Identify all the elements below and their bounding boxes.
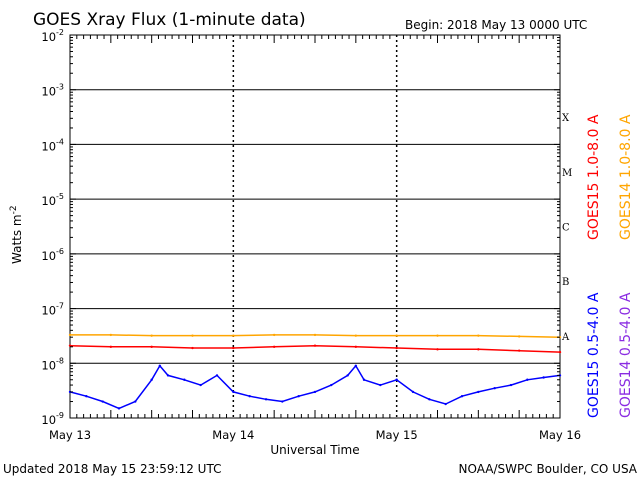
data-point [281, 400, 284, 403]
data-point [166, 374, 170, 377]
data-point [272, 345, 276, 349]
data-point [330, 383, 333, 387]
legend-item: GOES14 1.0-8.0 A [618, 114, 634, 240]
data-point [509, 383, 513, 387]
x-tick-label: May 14 [212, 428, 254, 442]
legend: GOES15 1.0-8.0 A GOES14 1.0-8.0 A GOES15 0… [586, 114, 634, 418]
data-point [313, 344, 317, 347]
data-point [68, 344, 72, 347]
data-point [68, 333, 72, 337]
y-tick-label: 10-8 [41, 356, 64, 372]
data-point [477, 390, 480, 394]
data-point [199, 383, 202, 387]
data-point [297, 395, 300, 398]
data-point [191, 346, 194, 350]
begin-label: Begin: 2018 May 13 0000 UTC [405, 18, 587, 32]
flare-class-label: A [561, 332, 570, 343]
data-point [542, 376, 545, 379]
data-point [191, 334, 194, 337]
data-point [150, 345, 153, 349]
data-point [411, 390, 415, 394]
data-point [158, 364, 162, 367]
data-point [526, 378, 529, 381]
flare-class-label: X [562, 113, 570, 124]
data-point [493, 387, 496, 390]
data-point [354, 364, 358, 367]
series-line-2 [69, 364, 561, 410]
data-point [313, 390, 317, 394]
y-tick-label: 10-5 [41, 192, 64, 208]
data-point [395, 346, 398, 350]
data-point [436, 334, 439, 337]
data-point [517, 335, 521, 338]
y-tick-label: 10-4 [41, 137, 64, 153]
credit-label: NOAA/SWPC Boulder, CO USA [459, 462, 638, 476]
chart-title: GOES Xray Flux (1-minute data) [33, 10, 306, 30]
data-point [109, 345, 113, 349]
data-point [232, 346, 235, 350]
plot-frame [69, 34, 561, 419]
data-point [248, 395, 251, 398]
y-axis: 10-2 10-3 10-4 10-5 10-6 10-7 10-8 10-9 [41, 28, 560, 427]
flare-class-label: B [562, 277, 569, 288]
data-point [264, 398, 268, 401]
data-point [395, 334, 398, 337]
data-point [436, 348, 439, 351]
y-axis-label: Watts m-2 [9, 205, 24, 264]
data-point [477, 348, 480, 351]
y-tick-label: 10-7 [41, 302, 64, 318]
y-tick-label: 10-3 [41, 83, 64, 99]
data-point [379, 383, 382, 387]
flare-class-label: M [562, 168, 572, 179]
updated-label: Updated 2018 May 15 23:59:12 UTC [3, 462, 221, 476]
flare-class-label: C [562, 223, 570, 234]
data-point [428, 398, 431, 401]
data-point [150, 378, 153, 381]
data-point [215, 374, 219, 377]
x-tick-label: May 16 [539, 428, 581, 442]
data-point [354, 334, 358, 337]
data-point [272, 333, 276, 337]
x-tick-label: May 13 [49, 428, 91, 442]
data-point [558, 350, 562, 354]
data-point [444, 402, 447, 406]
data-point [232, 334, 235, 337]
data-point [109, 333, 113, 337]
data-point [346, 374, 349, 377]
data-point [517, 349, 521, 352]
flare-class-labels: X M C B A [561, 113, 572, 343]
data-point [134, 400, 137, 403]
data-point [354, 345, 358, 349]
data-point [101, 400, 104, 403]
y-tick-label: 10-6 [41, 247, 64, 263]
data-point [460, 395, 464, 398]
data-point [150, 334, 153, 337]
x-axis-label: Universal Time [270, 443, 359, 457]
legend-item: GOES15 1.0-8.0 A [586, 114, 602, 240]
y-tick-label: 10-9 [41, 411, 64, 427]
data-point [395, 378, 398, 381]
y-tick-label: 10-2 [41, 28, 64, 44]
series-layer [68, 333, 562, 410]
data-point [313, 333, 317, 337]
x-axis: May 13 May 14 May 15 May 16 [49, 35, 581, 442]
grid [70, 35, 560, 418]
x-tick-label: May 15 [376, 428, 418, 442]
legend-item: GOES14 0.5-4.0 A [618, 292, 634, 418]
data-point [85, 395, 88, 398]
data-point [362, 378, 366, 381]
data-point [232, 390, 235, 394]
legend-item: GOES15 0.5-4.0 A [586, 292, 602, 418]
data-point [477, 334, 480, 337]
data-point [183, 378, 186, 381]
data-point [117, 407, 121, 410]
